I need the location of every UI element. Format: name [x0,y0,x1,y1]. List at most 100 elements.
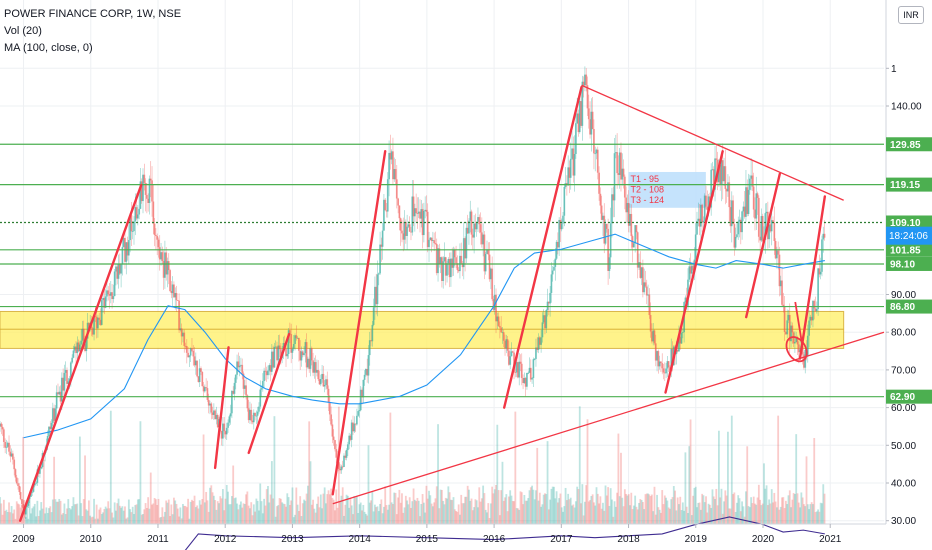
volume-bar [126,517,129,524]
volume-bar [773,492,776,524]
volume-bar [501,461,504,524]
volume-bar [442,500,445,524]
candle-body [492,299,495,310]
candle-body [173,284,175,298]
candle-body [154,234,157,237]
volume-bar [209,487,211,524]
volume-bar [2,499,5,524]
level-label-bg [886,215,932,230]
time-tick-label: 2012 [214,534,237,545]
candle-body [374,286,376,308]
candle-body [367,355,370,376]
volume-bar [435,486,438,524]
volume-bar [468,489,470,524]
volume-bar [256,500,259,524]
volume-bar [438,508,441,524]
volume-bar [653,486,656,524]
volume-bar [63,503,66,524]
volume-bar [577,489,580,524]
volume-bar [402,512,405,524]
volume-bar [779,506,782,524]
volume-bar [417,500,420,524]
candle-body [438,248,441,264]
candle-body [641,267,644,293]
candle-body [533,358,536,360]
candle-body [169,270,171,292]
candle-body [157,239,160,248]
candle-body [46,436,49,445]
volume-bar [696,507,698,524]
candle-body [578,101,581,133]
volume-bar [636,509,639,524]
candle-body [461,263,464,268]
volume-bar [687,513,689,524]
volume-bar [708,504,711,524]
candle-body [175,293,178,301]
candle-body [433,240,436,244]
candle-body [803,354,805,368]
volume-bar [634,495,637,524]
candle-body [144,182,147,195]
rally-line [247,332,291,455]
volume-bar [537,500,540,524]
candle-body [496,316,499,322]
candle-body [707,196,710,210]
volume-bar [273,416,276,524]
candle-body [444,257,447,276]
volume-bar [264,505,267,524]
candle-body [745,187,747,217]
candle-body [558,219,561,248]
candle-body [611,194,613,224]
volume-bar [397,497,400,524]
candle-body [510,351,513,357]
candle-body [250,409,253,421]
candle-body [54,408,57,421]
volume-bar [549,499,552,524]
candle-body [784,331,787,335]
candle-body [50,422,53,430]
volume-bar [638,502,640,524]
volume-bar [167,499,170,524]
candle-body [381,230,384,247]
candle-body [252,412,255,423]
time-tick-label: 2014 [349,534,372,545]
volume-bar [567,493,570,524]
volume-bar [770,489,773,524]
candle-body [198,368,201,383]
candle-body [723,166,725,182]
candle-body [140,181,143,202]
volume-bar [237,509,240,524]
volume-bar [578,406,581,524]
candle-body [58,391,61,395]
currency-badge[interactable]: INR [898,6,924,24]
candle-body [675,349,678,355]
volume-bar [340,495,343,524]
volume-bar [706,512,709,524]
volume-bar [788,490,791,524]
candle-body [108,294,111,296]
volume-bar [330,488,333,524]
volume-bar [148,508,151,524]
candle-body [667,361,670,368]
volume-bar [536,447,539,524]
volume-bar [715,488,718,524]
volume-bar [18,504,21,524]
candle-body [274,346,277,348]
candle-body [286,353,289,357]
candle-body [292,344,295,349]
volume-bar [559,493,562,524]
volume-bar [344,504,347,524]
candle-body [143,174,146,183]
volume-bar [267,485,269,524]
volume-bar [180,518,183,524]
candle-body [321,373,323,380]
volume-bar [152,503,155,524]
volume-bar [361,510,363,524]
volume-bar [51,499,54,524]
volume-bar [377,511,380,524]
volume-bar [252,504,255,524]
volume-bar [261,513,264,524]
volume-bar [787,495,790,524]
candle-body [488,254,491,280]
